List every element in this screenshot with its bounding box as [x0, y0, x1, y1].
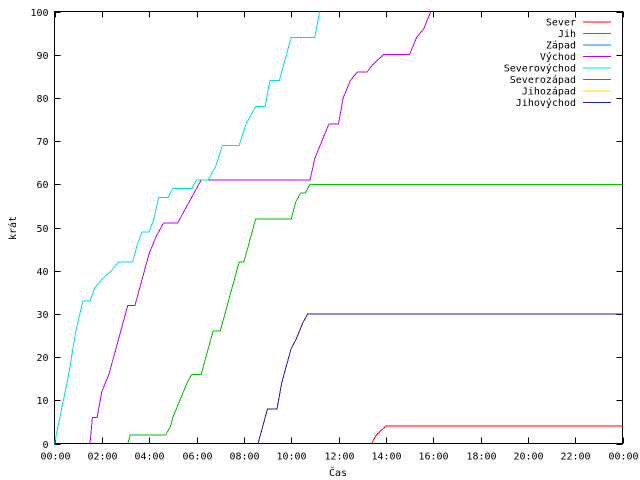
x-tick-label: 14:00	[371, 452, 401, 463]
x-tick-label: 10:00	[276, 452, 306, 463]
x-tick-label: 20:00	[513, 452, 543, 463]
y-tick-label: 60	[36, 180, 48, 191]
legend-entry-label: Jihozápad	[522, 86, 576, 98]
legend-entry-label: Sever	[546, 18, 576, 29]
y-tick-label: 100	[30, 8, 48, 19]
series-line-jihovýchod	[257, 313, 623, 444]
x-tick-label: 18:00	[466, 452, 496, 463]
x-tick-label: 22:00	[560, 452, 590, 463]
series-line-jih	[127, 183, 623, 444]
legend-entry-label: Severozápad	[510, 74, 576, 86]
legend-entry-label: Jih	[558, 29, 576, 40]
x-tick-label: 06:00	[182, 452, 212, 463]
x-axis-label: Čas	[329, 466, 347, 479]
x-tick-label: 00:00	[40, 452, 70, 463]
legend-entry-label: Severovýchod	[504, 63, 576, 75]
legend-entry-label: Jihovýchod	[516, 97, 576, 109]
series-line-sever	[371, 425, 623, 444]
y-tick-label: 90	[36, 51, 48, 62]
plot-frame	[54, 11, 623, 444]
y-tick-label: 20	[36, 353, 48, 364]
x-tick-label: 00:00	[608, 452, 638, 463]
y-axis-ticks: 0 10 20 30 40 50 60 70 80 90 100	[30, 8, 623, 451]
x-tick-label: 02:00	[87, 452, 117, 463]
y-axis-label: krát	[7, 216, 19, 240]
y-tick-label: 50	[36, 224, 48, 235]
x-tick-label: 08:00	[229, 452, 259, 463]
legend-entry-label: Západ	[546, 40, 576, 52]
x-axis-ticks: 00:00 02:00 04:00 06:00 08:00 10:00 12:00 14:00…	[40, 11, 639, 463]
y-tick-label: 80	[36, 94, 48, 105]
series-line-severovýchod	[54, 11, 321, 444]
x-tick-label: 16:00	[418, 452, 448, 463]
y-tick-label: 10	[36, 396, 48, 407]
legend-entry-label: Východ	[540, 51, 576, 63]
y-tick-label: 70	[36, 137, 48, 148]
y-tick-label: 40	[36, 267, 48, 278]
x-tick-label: 12:00	[324, 452, 354, 463]
legend: SeverJihZápadVýchodSeverovýchodSeverozáp…	[504, 18, 611, 109]
x-tick-label: 04:00	[134, 452, 164, 463]
y-tick-label: 0	[42, 440, 48, 451]
y-tick-label: 30	[36, 310, 48, 321]
series-line-východ	[89, 11, 432, 444]
series-lines	[54, 11, 623, 444]
